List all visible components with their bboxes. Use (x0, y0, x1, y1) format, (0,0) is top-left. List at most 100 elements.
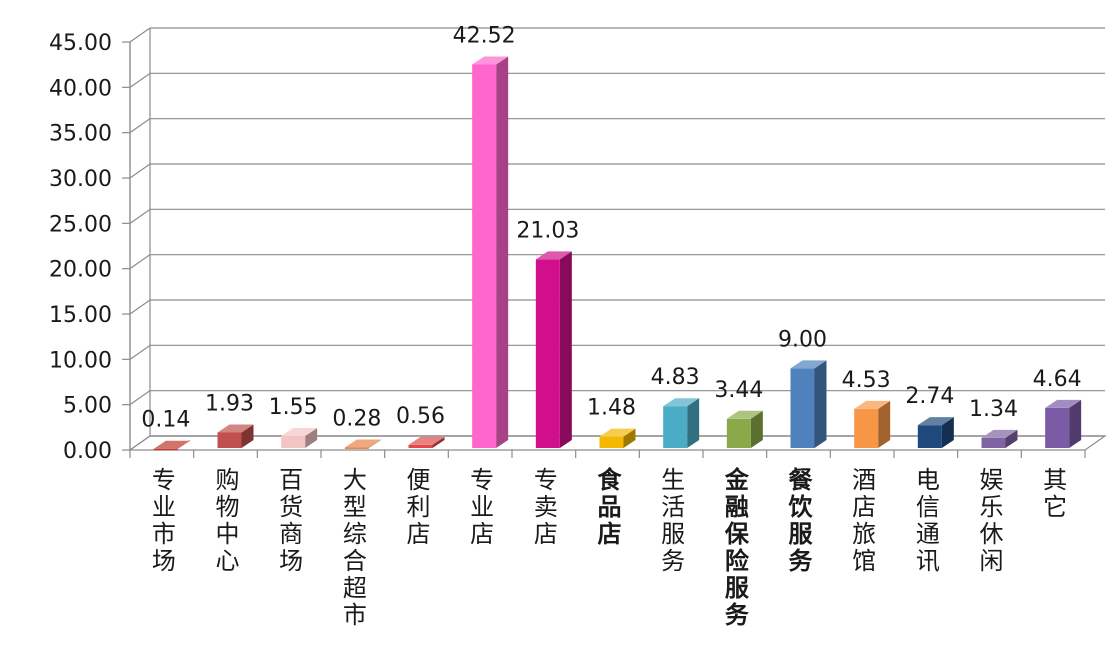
bar-front (472, 64, 497, 448)
bar-front (854, 408, 879, 448)
gridline-depth (129, 390, 151, 406)
bar (726, 410, 763, 448)
bar (408, 436, 445, 448)
bar-front (281, 435, 306, 448)
x-tick-label: 便利店 (407, 466, 431, 548)
bar-front (535, 259, 560, 448)
gridline-depth (129, 72, 151, 88)
bar-front (599, 436, 624, 448)
bar-front (217, 432, 242, 448)
data-label: 1.48 (587, 396, 636, 421)
bar-top (344, 439, 381, 448)
y-tick-label: 25.00 (49, 212, 112, 237)
bar-side (368, 439, 381, 448)
bar (854, 400, 891, 448)
bar (535, 251, 572, 448)
x-tick-label: 专业店 (470, 466, 494, 548)
x-tick-label: 食品店 (598, 466, 623, 548)
bar-front (1045, 407, 1070, 448)
data-label: 9.00 (778, 327, 827, 352)
bar-side (1005, 429, 1018, 448)
bar-top (854, 400, 891, 409)
x-tick-label: 金融保险服务 (724, 466, 750, 629)
bar (153, 440, 190, 451)
data-label: 4.64 (1033, 367, 1082, 392)
data-label: 21.03 (516, 218, 579, 243)
bar (1045, 399, 1082, 448)
y-axis-tick-labels: 0.00 5.00 10.00 15.00 20.00 25.00 30.00 35.00 40… (49, 31, 112, 464)
data-label: 1.55 (269, 395, 318, 420)
y-tick-label: 30.00 (49, 167, 112, 192)
bar-front (790, 368, 815, 448)
y-tick-label: 15.00 (49, 303, 112, 328)
bar-top (599, 428, 636, 437)
bar-top (408, 436, 445, 445)
gridline-depth (129, 299, 151, 315)
bar-side (941, 417, 954, 448)
data-labels: 0.14 1.93 1.55 0.28 0.56 42.52 21.03 1.48 4.83 3.… (141, 23, 1081, 432)
bar-front (917, 425, 942, 448)
data-label: 4.53 (842, 368, 891, 393)
y-tick-label: 0.00 (63, 439, 112, 464)
axes (122, 28, 1107, 458)
x-tick-label: 专业市场 (152, 466, 176, 575)
bar-front (408, 444, 433, 448)
gridlines (129, 27, 1105, 451)
x-tick-label: 餐饮服务 (788, 466, 814, 575)
x-tick-label: 大型综合超市 (343, 466, 367, 629)
data-label: 3.44 (714, 378, 763, 403)
bar-top (663, 398, 700, 407)
bars (153, 56, 1082, 451)
data-label: 2.74 (905, 384, 954, 409)
data-label: 1.34 (969, 397, 1018, 422)
bar (790, 360, 827, 448)
x-tick-label: 酒店旅馆 (852, 466, 876, 575)
x-tick-label: 生活服务 (661, 466, 685, 575)
y-tick-label: 5.00 (63, 394, 112, 419)
bar-side (305, 427, 318, 448)
category-labels: 专业市场 购物中心 百货商场 大型综合超市 便利店 专业店 专卖店 食品店 生活服务 金融保险服务… (152, 466, 1067, 629)
bar (281, 427, 318, 448)
data-label: 0.14 (141, 408, 190, 433)
data-label: 4.83 (651, 365, 700, 390)
bar (981, 429, 1018, 448)
y-tick-label: 10.00 (49, 348, 112, 373)
x-tick-label: 专卖店 (534, 466, 558, 548)
bar-side (496, 56, 509, 449)
x-tick-label: 购物中心 (216, 466, 240, 575)
bar-side (432, 436, 445, 448)
gridline-depth (129, 254, 151, 270)
gridline-depth (129, 27, 151, 43)
x-tick-label: 电信通讯 (916, 466, 940, 575)
bar-side (814, 360, 827, 448)
bar-top (535, 251, 572, 260)
gridline-depth (129, 163, 151, 179)
bar-front (981, 437, 1006, 448)
bar-top (981, 429, 1018, 438)
bar-front (153, 448, 178, 451)
bar-side (241, 424, 254, 448)
y-tick-label: 20.00 (49, 258, 112, 283)
x-tick-label: 百货商场 (279, 466, 303, 575)
gridline-depth (129, 344, 151, 360)
bar-top (917, 417, 954, 426)
bar (472, 56, 509, 449)
x-tick-label: 其它 (1043, 466, 1067, 521)
bar (663, 398, 700, 448)
data-label: 42.52 (453, 23, 516, 48)
gridline-depth (129, 208, 151, 224)
bar (599, 428, 636, 448)
bar-side (623, 428, 636, 448)
bar-top (1045, 399, 1082, 408)
y-tick-label: 35.00 (49, 122, 112, 147)
bar-top (790, 360, 827, 369)
gridline-depth (129, 118, 151, 134)
bar-side (878, 400, 891, 448)
y-tick-label: 40.00 (49, 76, 112, 101)
bar-top (217, 424, 254, 433)
bar-top (281, 427, 318, 436)
data-label: 1.93 (205, 392, 254, 417)
data-label: 0.28 (332, 406, 381, 431)
bar-top (153, 440, 190, 449)
